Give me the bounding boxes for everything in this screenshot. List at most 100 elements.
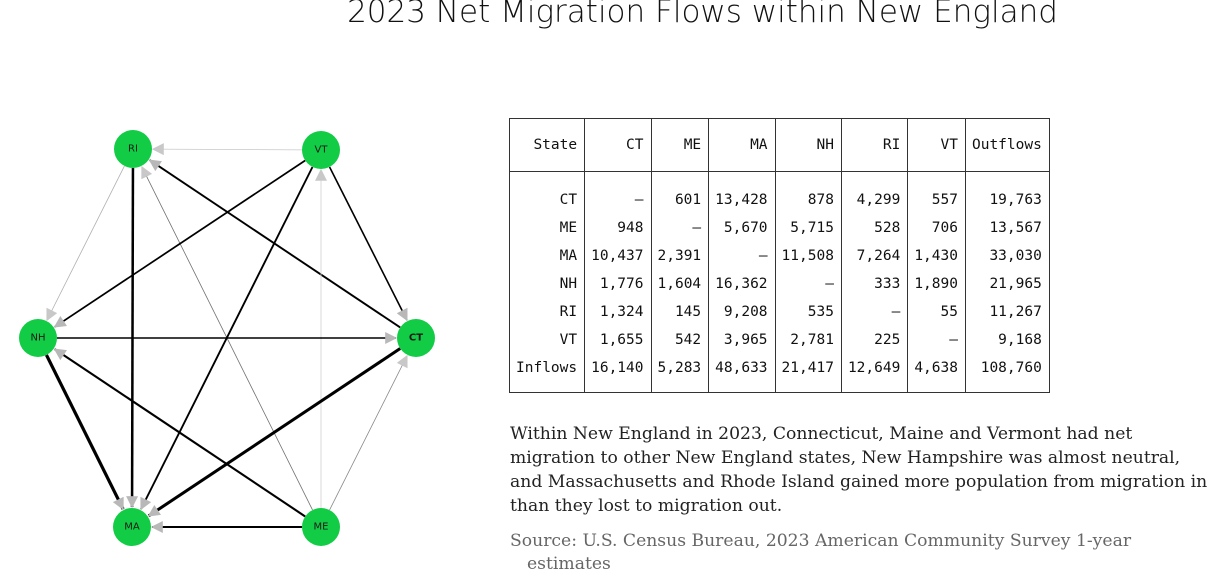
table-cell: 557: [907, 171, 966, 214]
edges-layer: [45, 143, 408, 533]
table-cell: 10,437: [584, 242, 652, 270]
table-row-vt: VT 1,655 542 3,965 2,781 225—9,168: [508, 326, 1050, 354]
table-header-outflows: Outflows: [964, 118, 1050, 172]
node-me: ME: [302, 508, 340, 546]
table-cell: —: [650, 214, 710, 242]
table-cell: 16,362: [708, 270, 776, 298]
node-label: RI: [128, 144, 138, 155]
table-cell: 16,140: [584, 354, 652, 393]
table-cell: 2,781: [774, 326, 842, 354]
node-nh: NH: [19, 319, 57, 357]
table-cell: —: [708, 242, 776, 270]
table-cell: 2,391: [650, 242, 710, 270]
table-cell: ME: [508, 214, 586, 242]
table-cell: 21,417: [774, 354, 842, 393]
table-cell: 948: [584, 214, 652, 242]
table-cell: 333: [840, 270, 909, 298]
table-cell: MA: [508, 242, 586, 270]
table-cell: 9,208: [708, 298, 776, 326]
table-header-vt: VT: [907, 118, 966, 172]
table-cell: NH: [508, 270, 586, 298]
source-line-1: Source: U.S. Census Bureau, 2023 America…: [510, 531, 1132, 551]
table-cell: 4,638: [907, 354, 966, 393]
table-cell: 535: [774, 298, 842, 326]
table-cell: 55: [907, 298, 966, 326]
edge-me-to-nh: [53, 348, 306, 518]
table-cell: 48,633: [708, 354, 776, 393]
table-cell: 706: [907, 214, 966, 242]
table-cell: 9,168: [964, 326, 1050, 354]
table-cell: 601: [650, 171, 710, 214]
table-cell: 11,508: [774, 242, 842, 270]
table-cell: 7,264: [840, 242, 909, 270]
table-header-ct: CT: [584, 118, 652, 172]
migration-network-diagram: RI VT NH CT MA ME: [19, 130, 435, 546]
table-cell: CT: [508, 171, 586, 214]
node-label: CT: [409, 333, 423, 344]
table-cell: 12,649: [840, 354, 909, 393]
node-circle: [19, 319, 57, 357]
table-cell: 145: [650, 298, 710, 326]
table-cell: 108,760: [964, 354, 1050, 393]
source-note: Source: U.S. Census Bureau, 2023 America…: [510, 530, 1210, 576]
node-circle: [114, 130, 152, 168]
edge-me-to-ct: [329, 354, 408, 511]
table-row-me: ME 948—5,670 5,715 528 706 13,567: [508, 214, 1050, 242]
table-row-ri: RI 1,324 145 9,208 535—55 11,267: [508, 298, 1050, 326]
node-circle: [302, 508, 340, 546]
table-cell: 1,655: [584, 326, 652, 354]
table-cell: 225: [840, 326, 909, 354]
table-cell: 33,030: [964, 242, 1050, 270]
node-circle: [302, 131, 340, 169]
table-header-ma: MA: [708, 118, 776, 172]
table-cell: 1,324: [584, 298, 652, 326]
edge-vt-to-ri: [151, 143, 303, 156]
node-label: MA: [124, 522, 140, 533]
edge-vt-to-nh: [53, 159, 306, 328]
table-cell: 19,763: [964, 171, 1050, 214]
node-circle: [397, 319, 435, 357]
source-line-2: estimates: [527, 554, 611, 574]
table-cell: 21,965: [964, 270, 1050, 298]
chart-title: 2023 Net Migration Flows within New Engl…: [347, 0, 1058, 30]
table-cell: 4,299: [840, 171, 909, 214]
node-circle: [113, 508, 151, 546]
node-ma: MA: [113, 508, 151, 546]
table-cell: 13,567: [964, 214, 1050, 242]
table-cell: 528: [840, 214, 909, 242]
node-ri: RI: [114, 130, 152, 168]
table-cell: Inflows: [508, 354, 586, 393]
node-label: VT: [315, 145, 329, 156]
table-cell: 13,428: [708, 171, 776, 214]
table-cell: 1,890: [907, 270, 966, 298]
migration-table: State CT ME MA NH RI VT Outflows CT —601 13,428 87…: [508, 118, 1050, 393]
node-ct: CT: [397, 319, 435, 357]
table-header-state: State: [508, 118, 586, 172]
node-label: ME: [314, 522, 329, 533]
table-row-inflows: Inflows 16,140 5,283 48,633 21,417 12,649 4,63…: [508, 354, 1050, 393]
table-cell: 1,430: [907, 242, 966, 270]
table-cell: —: [907, 326, 966, 354]
table-cell: —: [840, 298, 909, 326]
table-header-ri: RI: [840, 118, 909, 172]
table-cell: VT: [508, 326, 586, 354]
table-row-ct: CT —601 13,428 878 4,299 557 19,763: [508, 171, 1050, 214]
nodes-layer: RI VT NH CT MA ME: [19, 130, 435, 546]
table-cell: 5,715: [774, 214, 842, 242]
table-cell: 5,670: [708, 214, 776, 242]
table-cell: 1,776: [584, 270, 652, 298]
edge-ct-to-ma: [147, 347, 402, 518]
table-cell: 878: [774, 171, 842, 214]
table-cell: —: [584, 171, 652, 214]
table-cell: 11,267: [964, 298, 1050, 326]
edge-vt-to-ct: [328, 166, 408, 322]
edge-ri-to-nh: [46, 165, 125, 322]
table-row-nh: NH 1,776 1,604 16,362—333 1,890 21,965: [508, 270, 1050, 298]
table-cell: RI: [508, 298, 586, 326]
table-cell: 1,604: [650, 270, 710, 298]
table-cell: 3,965: [708, 326, 776, 354]
node-vt: VT: [302, 131, 340, 169]
edge-nh-to-ma: [45, 354, 125, 511]
table-header-nh: NH: [774, 118, 842, 172]
table-cell: 5,283: [650, 354, 710, 393]
